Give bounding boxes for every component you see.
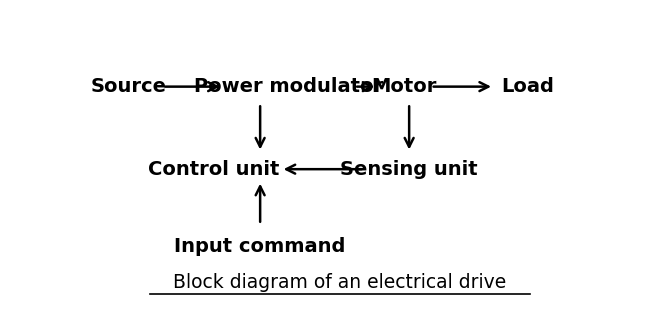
Text: Control unit: Control unit [149,160,280,179]
Text: Block diagram of an electrical drive: Block diagram of an electrical drive [173,273,507,292]
Text: Sensing unit: Sensing unit [340,160,478,179]
Text: Input command: Input command [174,237,346,256]
Text: Source: Source [91,77,167,96]
Text: Motor: Motor [371,77,437,96]
Text: Power modulator: Power modulator [194,77,383,96]
Text: Load: Load [501,77,554,96]
